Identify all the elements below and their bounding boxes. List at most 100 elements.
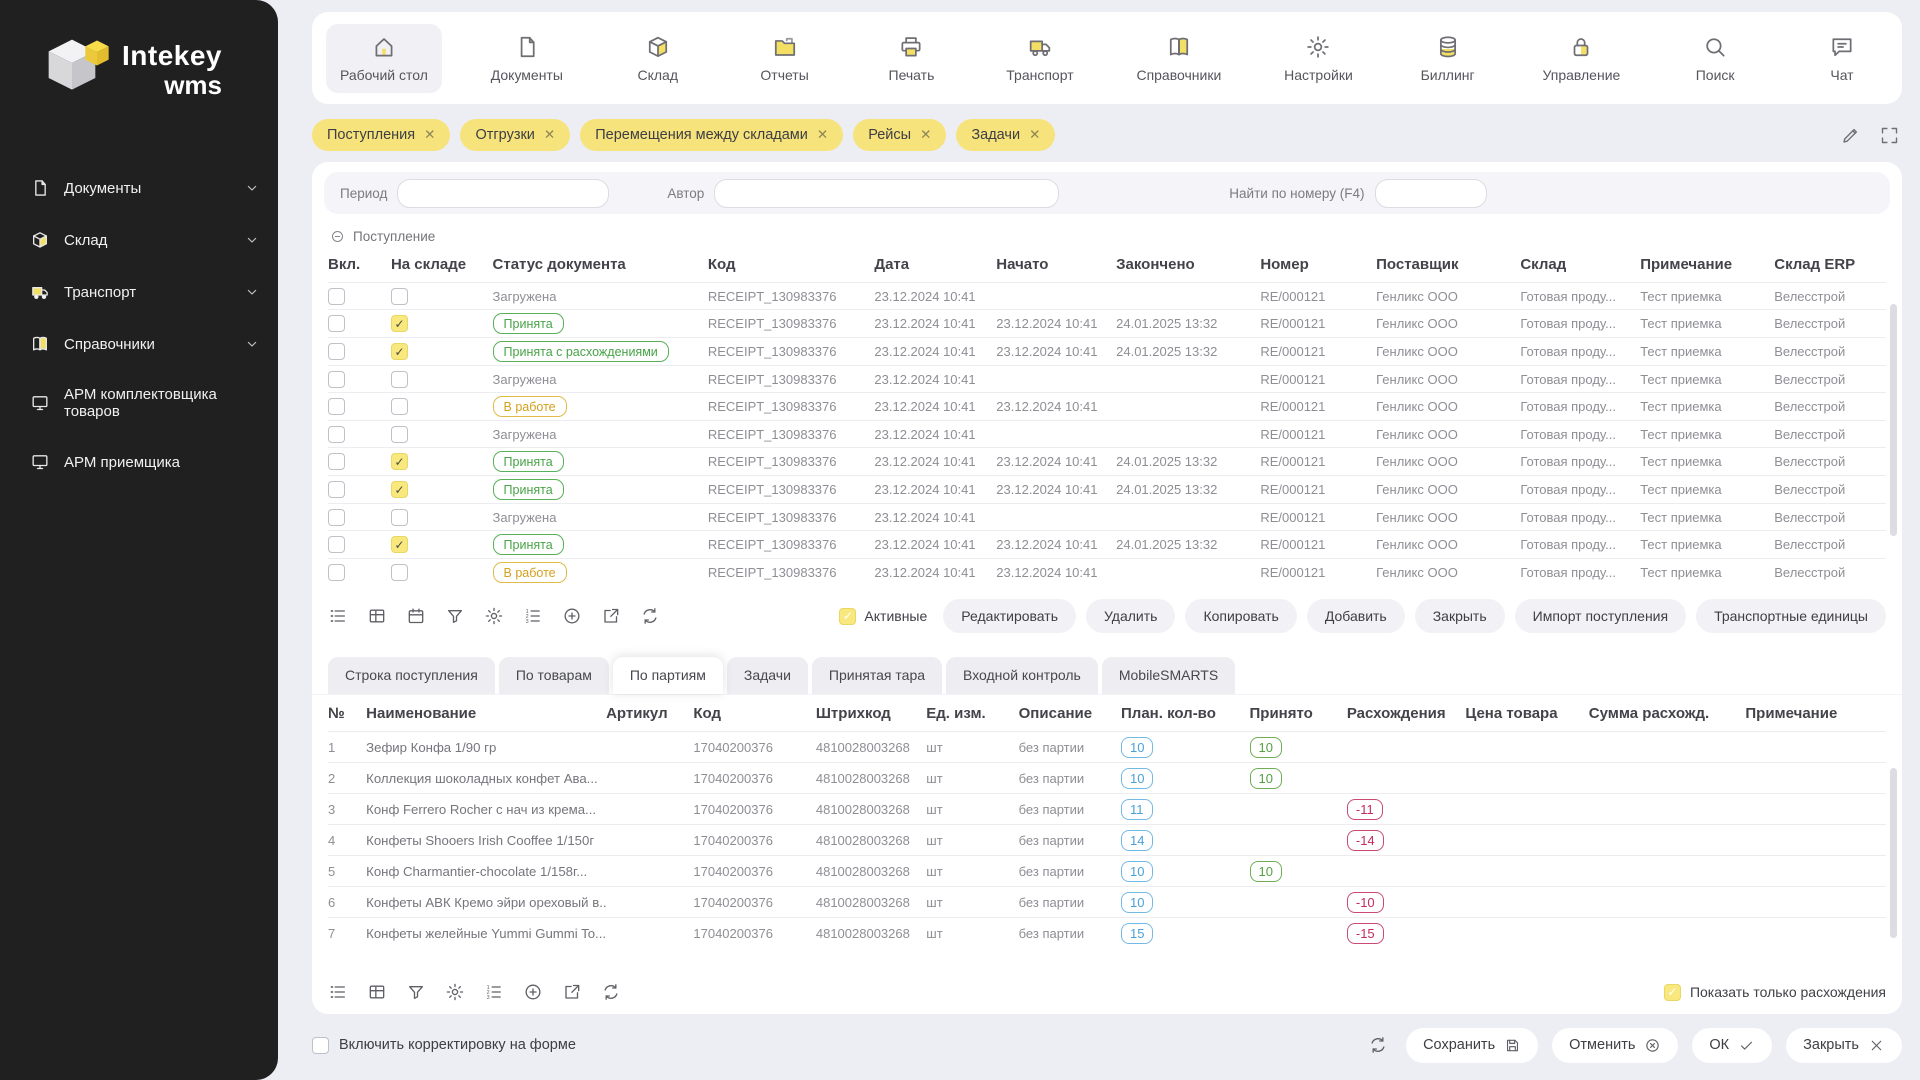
refresh-button[interactable]	[1364, 1031, 1392, 1059]
sidebar-item-1[interactable]: Склад	[0, 217, 278, 263]
cancel-button[interactable]: Отменить	[1552, 1028, 1678, 1063]
row-enabled-checkbox[interactable]: ✓	[328, 453, 345, 470]
nav-item-transport[interactable]: Транспорт	[992, 24, 1087, 93]
import-receipt-button[interactable]: Импорт поступления	[1515, 599, 1686, 633]
nav-item-billing[interactable]: Биллинг	[1402, 24, 1494, 93]
table-tool-button[interactable]	[367, 606, 387, 626]
tab-by-batches[interactable]: По партиям	[613, 657, 723, 694]
show-discrepancies-checkbox[interactable]: ✓	[1664, 984, 1681, 1001]
gear-tool-button[interactable]	[445, 982, 465, 1002]
period-input[interactable]	[397, 179, 609, 208]
edit-button[interactable]: Редактировать	[943, 599, 1076, 633]
table-row[interactable]: ✓✓ПринятаRECEIPT_13098337623.12.2024 10:…	[328, 310, 1886, 338]
copy-button[interactable]: Копировать	[1185, 599, 1296, 633]
number-input[interactable]	[1375, 179, 1487, 208]
nav-item-settings[interactable]: Настройки	[1270, 24, 1367, 93]
nav-item-search[interactable]: Поиск	[1669, 24, 1761, 93]
row-enabled-checkbox[interactable]: ✓	[328, 564, 345, 581]
tab-receipt-line[interactable]: Строка поступления	[328, 657, 495, 694]
sidebar-item-5[interactable]: АРМ приемщика	[0, 439, 278, 485]
row-enabled-checkbox[interactable]: ✓	[328, 315, 345, 332]
remove-tag-icon[interactable]: ✕	[817, 128, 828, 142]
row-enabled-checkbox[interactable]: ✓	[328, 481, 345, 498]
table-row[interactable]: ✓✓Принята с расхождениямиRECEIPT_1309833…	[328, 338, 1886, 366]
close-button[interactable]: Закрыть	[1415, 599, 1505, 633]
delete-button[interactable]: Удалить	[1086, 599, 1175, 633]
row-onstock-checkbox[interactable]: ✓	[391, 398, 408, 415]
remove-tag-icon[interactable]: ✕	[544, 128, 555, 142]
refresh-tool-button[interactable]	[640, 606, 660, 626]
table-row[interactable]: ✓✓ЗагруженаRECEIPT_13098337623.12.2024 1…	[328, 421, 1886, 448]
row-onstock-checkbox[interactable]: ✓	[391, 481, 408, 498]
row-onstock-checkbox[interactable]: ✓	[391, 426, 408, 443]
row-onstock-checkbox[interactable]: ✓	[391, 315, 408, 332]
row-enabled-checkbox[interactable]: ✓	[328, 426, 345, 443]
table-row[interactable]: ✓✓В работеRECEIPT_13098337623.12.2024 10…	[328, 393, 1886, 421]
row-onstock-checkbox[interactable]: ✓	[391, 343, 408, 360]
list-item[interactable]: 1Зефир Конфа 1/90 гр17040200376481002800…	[328, 732, 1886, 763]
sidebar-item-3[interactable]: Справочники	[0, 321, 278, 367]
filter-tag-4[interactable]: Задачи✕	[956, 119, 1055, 151]
tab-input-control[interactable]: Входной контроль	[946, 657, 1098, 694]
sidebar-item-4[interactable]: АРМ комплектовщика товаров	[0, 373, 278, 433]
nav-item-reports[interactable]: Отчеты	[739, 24, 831, 93]
gear-tool-button[interactable]	[484, 606, 504, 626]
tab-accepted-containers[interactable]: Принятая тара	[812, 657, 942, 694]
plus-circle-tool-button[interactable]	[523, 982, 543, 1002]
receipts-scrollbar[interactable]	[1890, 304, 1897, 536]
table-row[interactable]: ✓✓ПринятаRECEIPT_13098337623.12.2024 10:…	[328, 531, 1886, 559]
nav-item-warehouse[interactable]: Склад	[612, 24, 704, 93]
edit-pencil-icon[interactable]	[1840, 125, 1861, 146]
calendar-tool-button[interactable]	[406, 606, 426, 626]
row-onstock-checkbox[interactable]: ✓	[391, 536, 408, 553]
list-item[interactable]: 2Коллекция шоколадных конфет Ава...17040…	[328, 763, 1886, 794]
external-link-tool-button[interactable]	[601, 606, 621, 626]
save-button[interactable]: Сохранить	[1406, 1028, 1538, 1063]
nav-item-print[interactable]: Печать	[865, 24, 957, 93]
sidebar-item-0[interactable]: Документы	[0, 165, 278, 211]
nav-item-management[interactable]: Управление	[1528, 24, 1634, 93]
filter-tag-0[interactable]: Поступления✕	[312, 119, 450, 151]
detail-scrollbar[interactable]	[1890, 768, 1897, 938]
row-enabled-checkbox[interactable]: ✓	[328, 398, 345, 415]
row-onstock-checkbox[interactable]: ✓	[391, 453, 408, 470]
row-onstock-checkbox[interactable]: ✓	[391, 371, 408, 388]
table-tool-button[interactable]	[367, 982, 387, 1002]
nav-item-desktop[interactable]: Рабочий стол	[326, 24, 442, 93]
list-item[interactable]: 4Конфеты Shooers Irish Cooffee 1/150г170…	[328, 825, 1886, 856]
author-input[interactable]	[714, 179, 1059, 208]
filter-tag-1[interactable]: Отгрузки✕	[460, 119, 570, 151]
list-item[interactable]: 3Конф Ferrero Rocher с нач из крема...17…	[328, 794, 1886, 825]
nav-item-documents[interactable]: Документы	[477, 24, 577, 93]
table-row[interactable]: ✓✓ЗагруженаRECEIPT_13098337623.12.2024 1…	[328, 283, 1886, 310]
list-tool-button[interactable]	[328, 982, 348, 1002]
list-item[interactable]: 6Конфеты АВК Кремо эйри ореховый в...170…	[328, 887, 1886, 918]
sidebar-item-2[interactable]: Транспорт	[0, 269, 278, 315]
nav-item-chat[interactable]: Чат	[1796, 24, 1888, 93]
tab-tasks[interactable]: Задачи	[727, 657, 808, 694]
transport-units-button[interactable]: Транспортные единицы	[1696, 599, 1886, 633]
numbered-list-tool-button[interactable]: 123	[523, 606, 543, 626]
refresh-tool-button[interactable]	[601, 982, 621, 1002]
remove-tag-icon[interactable]: ✕	[424, 128, 435, 142]
nav-item-references[interactable]: Справочники	[1122, 24, 1235, 93]
table-row[interactable]: ✓✓ЗагруженаRECEIPT_13098337623.12.2024 1…	[328, 504, 1886, 531]
table-row[interactable]: ✓✓ЗагруженаRECEIPT_13098337623.12.2024 1…	[328, 366, 1886, 393]
row-onstock-checkbox[interactable]: ✓	[391, 564, 408, 581]
row-enabled-checkbox[interactable]: ✓	[328, 343, 345, 360]
tab-by-goods[interactable]: По товарам	[499, 657, 609, 694]
filter-tool-button[interactable]	[445, 606, 465, 626]
row-enabled-checkbox[interactable]: ✓	[328, 288, 345, 305]
filter-tag-2[interactable]: Перемещения между складами✕	[580, 119, 843, 151]
row-enabled-checkbox[interactable]: ✓	[328, 371, 345, 388]
close-button[interactable]: Закрыть	[1786, 1028, 1902, 1063]
ok-button[interactable]: ОК	[1692, 1028, 1772, 1063]
collapse-minus-icon[interactable]	[330, 229, 345, 244]
remove-tag-icon[interactable]: ✕	[920, 128, 931, 142]
row-onstock-checkbox[interactable]: ✓	[391, 509, 408, 526]
active-filter-checkbox[interactable]: ✓	[839, 608, 856, 625]
filter-tool-button[interactable]	[406, 982, 426, 1002]
tab-mobilesmarts[interactable]: MobileSMARTS	[1102, 657, 1235, 694]
list-tool-button[interactable]	[328, 606, 348, 626]
row-enabled-checkbox[interactable]: ✓	[328, 536, 345, 553]
